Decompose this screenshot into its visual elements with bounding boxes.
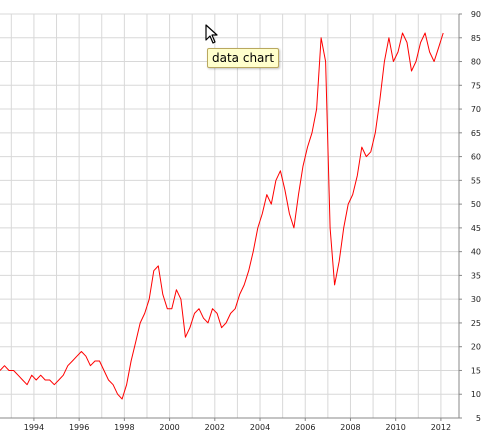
y-tick-label: 90 — [471, 10, 481, 19]
series-line — [0, 32, 444, 400]
y-tick-label: 75 — [471, 81, 481, 90]
y-tick-label: 55 — [471, 176, 481, 185]
y-tick-label: 35 — [471, 271, 481, 280]
chart-grid — [0, 13, 459, 419]
y-tick-label: 80 — [471, 58, 481, 67]
x-tick-label: 2002 — [205, 423, 225, 432]
tooltip: data chart — [207, 48, 280, 68]
x-tick-label: 2008 — [340, 423, 360, 432]
mouse-pointer-icon — [205, 24, 218, 44]
x-tick-label: 2004 — [250, 423, 270, 432]
series-layer — [0, 32, 444, 400]
y-tick-label: 70 — [471, 105, 481, 114]
y-tick-label: 50 — [471, 200, 481, 209]
y-tick-label: 85 — [471, 34, 481, 43]
y-tick-label: 40 — [471, 248, 481, 257]
x-tick-label: 1998 — [114, 423, 134, 432]
y-tick-label: 20 — [471, 343, 481, 352]
x-tick-label: 2012 — [431, 423, 451, 432]
y-tick-label: 65 — [471, 129, 481, 138]
x-tick-label: 1996 — [69, 423, 89, 432]
y-tick-label: 15 — [471, 366, 481, 375]
x-tick-label: 2000 — [159, 423, 179, 432]
y-tick-label: 5 — [476, 414, 481, 423]
x-tick-labels: 1994 1996 1998 2000 2002 2004 2006 2008 2010 2012 — [24, 418, 451, 432]
y-tick-label: 45 — [471, 224, 481, 233]
y-tick-label: 25 — [471, 319, 481, 328]
y-tick-label: 60 — [471, 153, 481, 162]
x-tick-label: 1994 — [24, 423, 44, 432]
y-tick-labels: 5 10 15 20 25 30 35 40 45 50 55 60 65 70 75 80 85 90 — [459, 10, 481, 423]
x-tick-label: 2006 — [295, 423, 315, 432]
y-tick-label: 30 — [471, 295, 481, 304]
chart-axes — [0, 14, 460, 419]
x-tick-label: 2010 — [386, 423, 406, 432]
y-tick-label: 10 — [471, 390, 481, 399]
